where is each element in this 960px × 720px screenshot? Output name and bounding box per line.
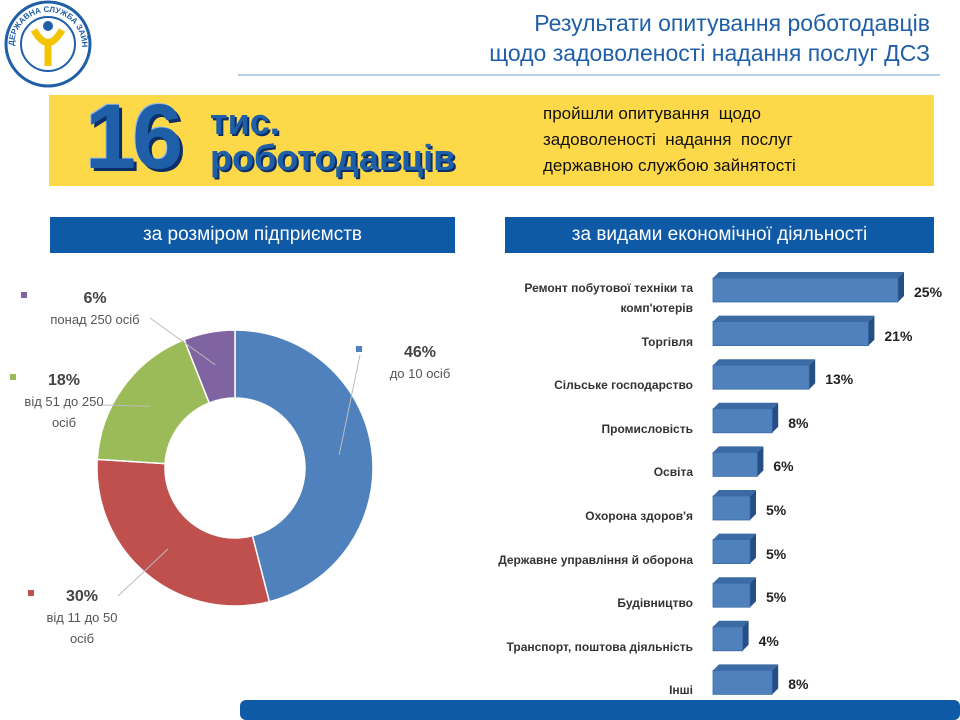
- legend-marker: [356, 346, 362, 352]
- slice-value: 6%: [83, 290, 107, 307]
- banner-number: 16: [85, 86, 183, 188]
- banner-text: пройшли опитування щодо: [543, 104, 761, 123]
- bar-category: Охорона здоров'я: [585, 509, 693, 523]
- bar-category: Будівництво: [617, 596, 693, 611]
- bar-top: [713, 272, 904, 278]
- banner-subject: роботодавців: [210, 137, 456, 178]
- bar: [712, 582, 751, 608]
- bar-side: [750, 490, 756, 520]
- bar-category: Ремонт побутової техніки та комп'ютерів: [524, 281, 693, 315]
- bar-top: [713, 577, 756, 584]
- banner-bg: [49, 95, 934, 186]
- slice-category: до 10 осіб: [389, 366, 451, 381]
- bar-top: [713, 620, 749, 627]
- bar-top: [713, 446, 764, 453]
- bar-top: [713, 533, 756, 540]
- bar-side: [772, 664, 779, 695]
- bar: [712, 364, 810, 390]
- bar-category: Транспорт, поштова діяльність: [506, 639, 693, 654]
- bar-value: 5%: [766, 545, 787, 562]
- bar: [712, 451, 758, 477]
- bar: [712, 277, 899, 303]
- bar: [712, 626, 744, 652]
- bar-value: 21%: [884, 327, 913, 344]
- footer-bar: [240, 700, 960, 720]
- bar-category: Сільське господарство: [554, 378, 693, 393]
- bar-top: [713, 664, 779, 671]
- bar: [712, 495, 751, 521]
- bar-category: Торгівля: [641, 334, 693, 349]
- bar-top: [713, 402, 779, 409]
- slice-category: від 51 до 250 осіб: [24, 394, 104, 430]
- bar-side: [757, 446, 764, 477]
- slice-label: 46% до 10 осіб: [370, 342, 470, 384]
- bar-category: Освіта: [653, 465, 693, 480]
- bar: [712, 408, 773, 434]
- legend-marker: [21, 292, 27, 298]
- leader-line: [101, 404, 151, 407]
- bar-side: [750, 533, 756, 564]
- slice-label: 6% понад 250 осіб: [35, 288, 155, 330]
- slice-label: 18% від 51 до 250 осіб: [24, 370, 104, 433]
- banner-text: державною службою зайнятості: [543, 156, 796, 175]
- slice-value: 30%: [65, 588, 99, 605]
- section-title: за розміром підприємств: [142, 224, 363, 245]
- bar-side: [898, 272, 904, 302]
- slice-value: 18%: [47, 372, 81, 389]
- slice-label: 30% від 11 до 50 осіб: [42, 586, 122, 649]
- bar-value: 5%: [766, 589, 787, 606]
- bar-top: [713, 315, 875, 322]
- slice-value: 46%: [403, 344, 437, 361]
- bar-side: [868, 315, 875, 346]
- bar-top: [713, 490, 756, 496]
- bar-value: 5%: [766, 502, 787, 518]
- bar-top: [713, 359, 816, 366]
- bar-category: Інші: [669, 683, 693, 698]
- bar: [712, 539, 751, 564]
- bar-side: [750, 577, 756, 608]
- bar-side: [809, 359, 816, 390]
- leader-line: [149, 317, 216, 366]
- legend-marker: [28, 590, 34, 596]
- section-bg: [505, 217, 934, 253]
- donut-slice: [96, 458, 271, 607]
- bar: [712, 670, 773, 695]
- bar-category: Державне управління й оборона: [498, 552, 693, 567]
- leader-line: [117, 548, 169, 597]
- donut-slice: [183, 329, 236, 404]
- banner-text: задоволеності надання послуг: [543, 130, 793, 149]
- bar-side: [742, 620, 749, 651]
- bar-value: 25%: [914, 284, 943, 300]
- logo-head: [43, 21, 53, 31]
- bar-value: 4%: [758, 632, 779, 649]
- bar-category: Промисловість: [601, 421, 694, 436]
- bar-value: 13%: [825, 371, 854, 388]
- bar: [712, 321, 869, 347]
- bar-side: [772, 402, 779, 433]
- slice-category: від 11 до 50 осіб: [46, 610, 118, 646]
- donut-slice: [234, 329, 374, 603]
- title-line: щодо задоволеності надання послуг ДСЗ: [489, 40, 930, 66]
- title-line: Результати опитування роботодавців: [534, 10, 930, 36]
- bar-value: 8%: [788, 676, 809, 693]
- leader-line: [338, 354, 361, 455]
- section-title: за видами економічної діяльності: [571, 224, 868, 245]
- bar-value: 6%: [773, 458, 794, 475]
- banner-unit: тис.: [210, 101, 280, 142]
- slice-category: понад 250 осіб: [50, 312, 140, 327]
- marks: [10, 272, 904, 695]
- section-bg: [50, 217, 455, 253]
- legend-marker: [10, 374, 16, 380]
- bar-value: 8%: [788, 414, 809, 431]
- logo-figure: [30, 28, 66, 66]
